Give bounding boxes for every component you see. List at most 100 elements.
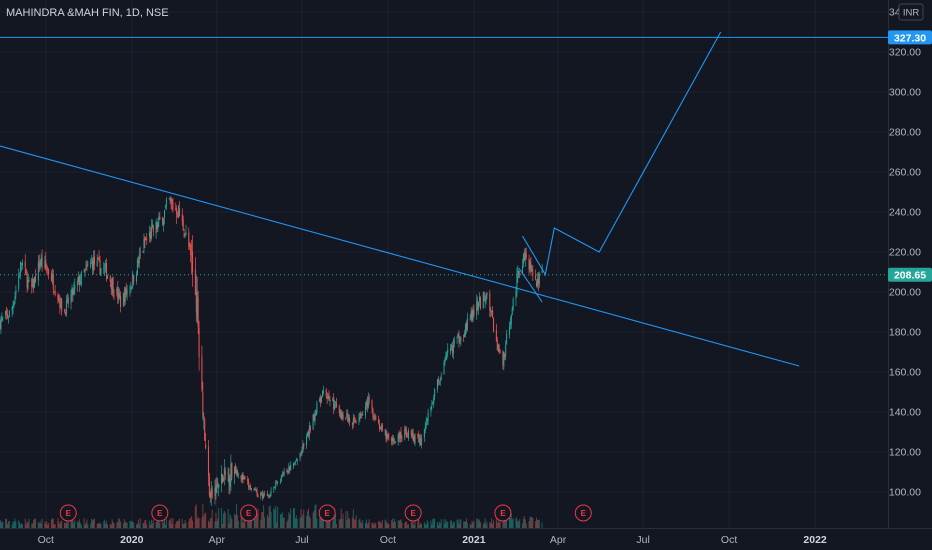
earnings-marker[interactable]: E: [494, 504, 512, 522]
candle: [150, 219, 152, 241]
time-axis[interactable]: Oct 2020 Apr Jul Oct 2021 Apr Jul Oct 2022: [38, 534, 827, 546]
candle: [379, 426, 381, 430]
earnings-marker[interactable]: E: [151, 504, 169, 522]
volume-bar: [277, 507, 279, 528]
volume-bar: [33, 520, 35, 528]
pennant-lower-line[interactable]: [518, 267, 543, 303]
candle: [8, 310, 10, 318]
earnings-circle[interactable]: [151, 504, 169, 522]
earnings-circle[interactable]: [494, 504, 512, 522]
candle: [64, 309, 66, 316]
candle-body: [379, 427, 381, 429]
candle: [73, 282, 75, 295]
candle-body: [464, 333, 466, 337]
volume-bar: [192, 520, 194, 528]
currency-badge[interactable]: INR: [898, 3, 924, 21]
drawings[interactable]: [0, 31, 888, 367]
volume-bar: [296, 518, 298, 528]
candle-body: [531, 269, 533, 272]
candle-body: [301, 450, 303, 454]
candle-body: [386, 433, 388, 439]
candle: [405, 426, 407, 435]
candle-body: [493, 317, 495, 332]
candle: [168, 197, 170, 200]
candle: [103, 261, 105, 274]
earnings-marker[interactable]: E: [59, 504, 77, 522]
earnings-circle[interactable]: [318, 504, 336, 522]
candle-body: [316, 402, 318, 413]
candle: [280, 474, 282, 482]
candle-body: [235, 470, 237, 474]
candle: [349, 414, 351, 427]
volume-bar: [32, 523, 34, 528]
candle: [146, 233, 148, 245]
candle-body: [86, 264, 88, 267]
pennant-upper-line[interactable]: [522, 235, 546, 275]
candle: [387, 433, 389, 440]
candle-body: [194, 268, 196, 295]
volume-bar: [287, 519, 289, 528]
candle: [11, 305, 13, 318]
candle-body: [201, 356, 203, 390]
candle-body: [391, 437, 393, 442]
earnings-marker[interactable]: E: [240, 504, 258, 522]
volume-bar: [476, 518, 478, 528]
earnings-marker[interactable]: E: [574, 504, 592, 522]
volume-bar: [117, 521, 119, 528]
candle-body: [44, 260, 46, 269]
earnings-marker[interactable]: E: [404, 504, 422, 522]
volume-bar: [517, 521, 519, 528]
candle: [144, 236, 146, 249]
volume-bar: [393, 518, 395, 528]
candle-body: [512, 299, 514, 310]
candle-body: [437, 378, 439, 382]
earnings-marker[interactable]: E: [318, 504, 336, 522]
candle: [463, 334, 465, 342]
candle: [40, 253, 42, 268]
volume-bar: [485, 524, 487, 528]
descending-trendline[interactable]: [0, 145, 800, 367]
candle: [451, 341, 453, 358]
candle: [119, 288, 121, 300]
candle-body: [74, 285, 76, 290]
candle-body: [118, 292, 120, 299]
candle-body: [410, 430, 412, 436]
volume-bar: [44, 521, 46, 528]
candle: [12, 300, 14, 315]
volume-bar: [274, 509, 276, 528]
candle-body: [476, 301, 478, 315]
candle: [229, 474, 231, 494]
candle-body: [535, 275, 537, 280]
candle-body: [354, 419, 356, 422]
candle-body: [380, 425, 382, 428]
volume-bar: [336, 523, 338, 528]
candle: [184, 233, 186, 239]
candle-body: [367, 397, 369, 408]
earnings-circle[interactable]: [574, 504, 592, 522]
candle: [191, 239, 193, 275]
candle-body: [24, 261, 26, 268]
candle-body: [469, 319, 471, 321]
candle: [279, 478, 281, 484]
earnings-circle[interactable]: [404, 504, 422, 522]
candle: [430, 406, 432, 417]
volume-bar: [38, 523, 40, 528]
candle-body: [14, 296, 16, 303]
candle: [413, 434, 415, 444]
candle-body: [112, 277, 114, 294]
candle-body: [191, 254, 193, 256]
price-axis[interactable]: 100.00 120.00 140.00 160.00 180.00 200.00 220.…: [889, 7, 921, 499]
earnings-circle[interactable]: [59, 504, 77, 522]
volume-bar: [495, 518, 497, 528]
candle: [464, 329, 466, 338]
candle-body: [263, 494, 265, 498]
volume-bar: [52, 518, 54, 528]
volume-bar: [132, 522, 134, 528]
earnings-circle[interactable]: [240, 504, 258, 522]
volume-bar: [229, 514, 231, 528]
candle: [201, 345, 203, 392]
projection-path[interactable]: [544, 31, 722, 277]
volume-bar: [400, 519, 402, 528]
